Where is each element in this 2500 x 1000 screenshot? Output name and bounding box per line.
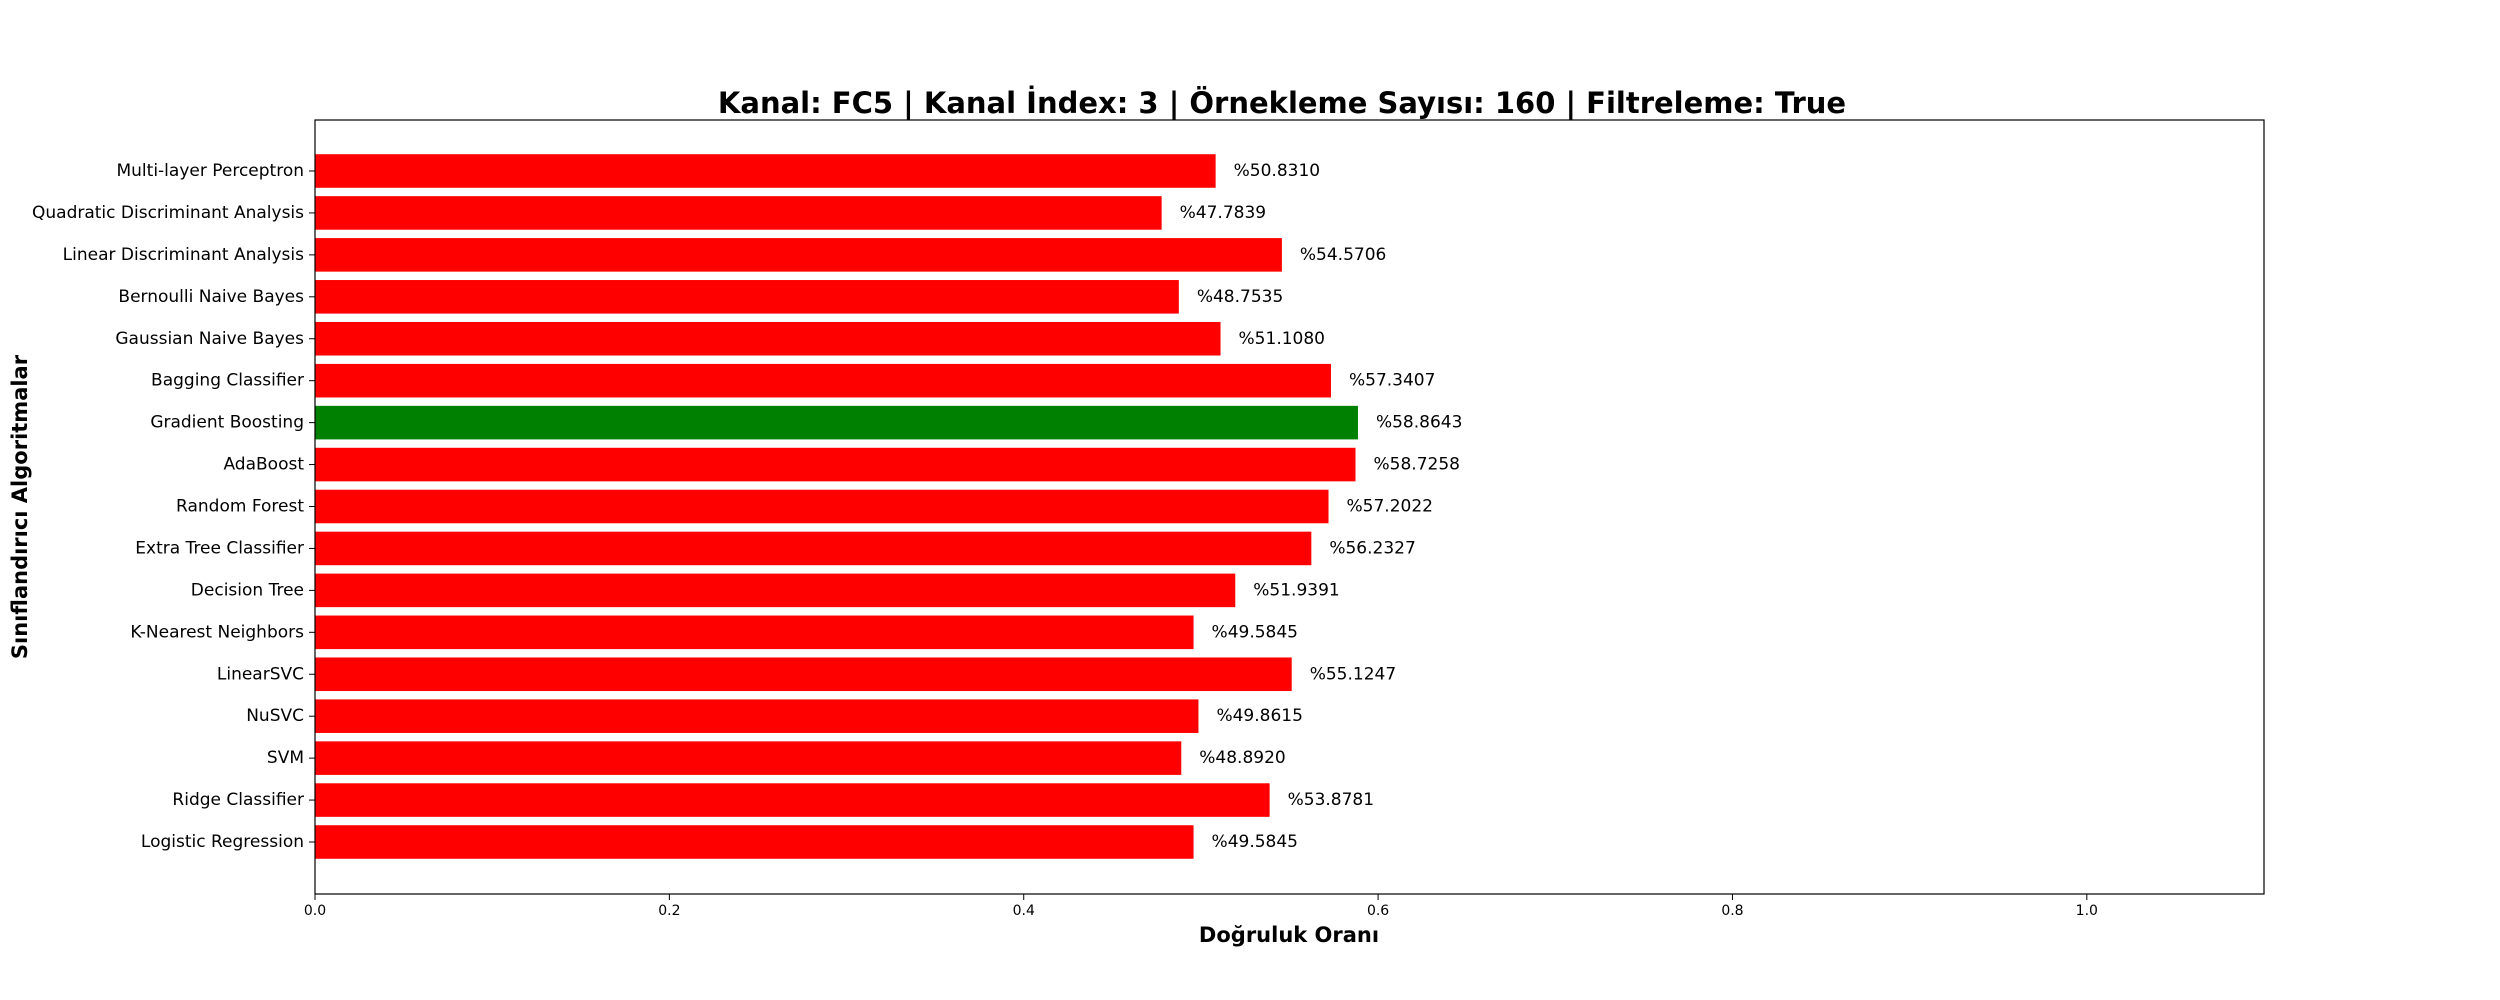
x-tick-label: 0.0	[304, 903, 326, 919]
x-tick-label: 0.4	[1013, 903, 1035, 919]
y-tick-label-extra-tree-classifier: Extra Tree Classifier	[135, 538, 304, 558]
data-label-ridge-classifier: %53.8781	[1288, 790, 1374, 810]
data-label-adaboost: %58.7258	[1374, 455, 1460, 475]
data-label-bernoulli-naive-bayes: %48.7535	[1197, 287, 1283, 307]
y-tick-label-svm: SVM	[267, 748, 304, 768]
y-tick-label-multi-layer-perceptron: Multi-layer Perceptron	[116, 161, 304, 181]
data-label-svm: %48.8920	[1199, 748, 1285, 768]
y-tick-label-decision-tree: Decision Tree	[191, 580, 304, 600]
bar-gaussian-naive-bayes	[315, 321, 1221, 356]
x-tick-label: 1.0	[2076, 903, 2098, 919]
data-label-logistic-regression: %49.5845	[1212, 832, 1298, 852]
bar-k-nearest-neighbors	[315, 615, 1194, 650]
bar-linearsvc	[315, 657, 1292, 692]
bar-gradient-boosting	[315, 405, 1358, 440]
y-tick-label-gradient-boosting: Gradient Boosting	[150, 413, 304, 433]
bar-quadratic-discriminant-analysis	[315, 196, 1162, 230]
bar-extra-tree-classifier	[315, 531, 1312, 566]
bar-multi-layer-perceptron	[315, 154, 1216, 188]
data-label-quadratic-discriminant-analysis: %47.7839	[1180, 203, 1266, 223]
y-tick-label-k-nearest-neighbors: K-Nearest Neighbors	[130, 622, 304, 642]
bar-nusvc	[315, 699, 1199, 733]
data-label-gradient-boosting: %58.8643	[1376, 413, 1462, 433]
chart-title: Kanal: FC5 | Kanal İndex: 3 | Örnekleme …	[718, 86, 1846, 120]
bar-ridge-classifier	[315, 783, 1270, 817]
y-tick-label-random-forest: Random Forest	[176, 497, 304, 517]
bar-adaboost	[315, 447, 1356, 482]
data-label-random-forest: %57.2022	[1347, 497, 1433, 517]
data-label-decision-tree: %51.9391	[1253, 580, 1339, 600]
bar-svm	[315, 741, 1182, 775]
y-tick-labels: Logistic Regression Ridge Classifier SVM Nu…	[32, 161, 315, 852]
bar-random-forest	[315, 489, 1329, 524]
y-tick-label-bagging-classifier: Bagging Classifier	[151, 371, 304, 391]
bar-bernoulli-naive-bayes	[315, 280, 1179, 314]
plot-area-frame	[314, 119, 2265, 895]
y-tick-label-ridge-classifier: Ridge Classifier	[172, 790, 304, 810]
y-tick-label-gaussian-naive-bayes: Gaussian Naive Bayes	[115, 329, 304, 349]
data-label-bagging-classifier: %57.3407	[1349, 371, 1435, 391]
data-label-linear-discriminant-analysis: %54.5706	[1300, 245, 1386, 265]
bar-linear-discriminant-analysis	[315, 238, 1282, 272]
data-label-linearsvc: %55.1247	[1310, 664, 1396, 684]
x-axis-label: Doğruluk Oranı	[1199, 923, 1379, 947]
x-axis: 0.0 0.2 0.4 0.6 0.8 1.0	[304, 894, 2098, 919]
y-tick-label-nusvc: NuSVC	[246, 706, 304, 726]
bar-bagging-classifier	[315, 363, 1331, 398]
y-axis-label: Sınıflandırıcı Algoritmalar	[8, 354, 32, 659]
y-tick-label-adaboost: AdaBoost	[223, 455, 304, 475]
bar-logistic-regression	[315, 825, 1194, 859]
y-tick-label-linear-discriminant-analysis: Linear Discriminant Analysis	[63, 245, 304, 265]
data-labels: %49.5845 %53.8781 %48.8920 %49.8615 %55.1247…	[1180, 161, 1463, 852]
data-label-multi-layer-perceptron: %50.8310	[1234, 161, 1320, 181]
x-tick-label: 0.2	[658, 903, 680, 919]
y-tick-label-quadratic-discriminant-analysis: Quadratic Discriminant Analysis	[32, 203, 304, 223]
data-label-gaussian-naive-bayes: %51.1080	[1239, 329, 1325, 349]
data-label-extra-tree-classifier: %56.2327	[1329, 538, 1415, 558]
bar-decision-tree	[315, 573, 1236, 608]
x-tick-label: 0.8	[1721, 903, 1743, 919]
x-tick-label: 0.6	[1367, 903, 1389, 919]
y-tick-label-bernoulli-naive-bayes: Bernoulli Naive Bayes	[118, 287, 304, 307]
y-tick-label-logistic-regression: Logistic Regression	[141, 832, 304, 852]
bars-group	[315, 154, 1358, 859]
y-tick-label-linearsvc: LinearSVC	[217, 664, 304, 684]
data-label-nusvc: %49.8615	[1216, 706, 1302, 726]
data-label-k-nearest-neighbors: %49.5845	[1212, 622, 1298, 642]
